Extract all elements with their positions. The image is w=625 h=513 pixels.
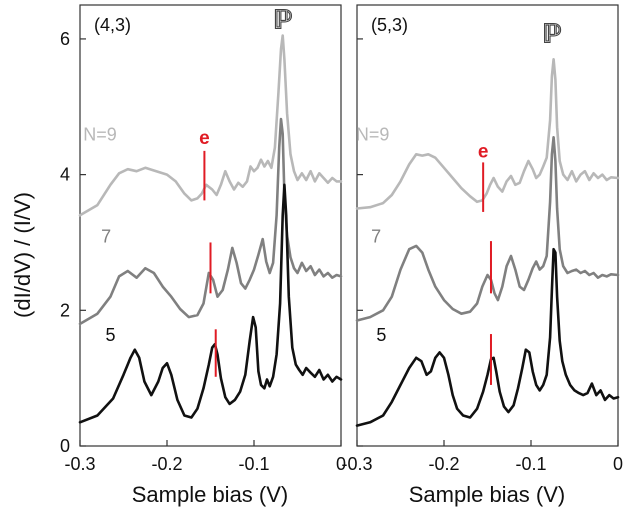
panel-label: (4,3) — [94, 15, 131, 35]
series-label: N=9 — [83, 125, 117, 145]
series-label: 5 — [105, 325, 115, 345]
x-tick-label: -0.2 — [151, 454, 182, 474]
x-tick-label: -0.2 — [428, 454, 459, 474]
y-tick-label: 4 — [60, 165, 70, 185]
y-tick-label: 0 — [60, 436, 70, 456]
series-line — [355, 247, 620, 427]
x-axis-title-right: Sample bias (V) — [409, 482, 566, 507]
y-tick-label: 6 — [60, 29, 70, 49]
plot-frame — [356, 4, 619, 447]
series-label: 5 — [376, 325, 386, 345]
y-tick-label: 2 — [60, 300, 70, 320]
x-tick-label: 0 — [336, 454, 346, 474]
x-tick-label: -0.1 — [238, 454, 269, 474]
series-line — [78, 117, 343, 326]
series-line — [78, 34, 343, 217]
x-tick-label: 0 — [613, 454, 623, 474]
x-tick-label: -0.3 — [341, 454, 372, 474]
series-label: 7 — [101, 226, 111, 246]
series-label: N=9 — [356, 125, 390, 145]
series-line — [78, 183, 343, 424]
panel-4-3: -0.3 -0.2 -0.1 0 0 2 4 6 (4,3) N=9 7 5 e ℙ — [60, 4, 346, 474]
peak-label: ℙ — [542, 18, 562, 48]
panel-5-3: -0.3 -0.2 -0.1 0 (5,3) N=9 7 5 e ℙ — [341, 4, 623, 474]
peak-label: ℙ — [273, 5, 293, 35]
series-label: 7 — [371, 226, 381, 246]
x-axis-title-left: Sample bias (V) — [132, 482, 289, 507]
y-axis-title: (dI/dV) / (I/V) — [10, 192, 35, 318]
x-tick-label: -0.3 — [64, 454, 95, 474]
e-marker-label: e — [478, 142, 489, 163]
series-line — [355, 58, 620, 210]
e-marker-label: e — [199, 128, 210, 149]
panel-label: (5,3) — [371, 15, 408, 35]
x-tick-label: -0.1 — [515, 454, 546, 474]
series-line — [355, 136, 620, 322]
plot-frame — [79, 4, 342, 447]
